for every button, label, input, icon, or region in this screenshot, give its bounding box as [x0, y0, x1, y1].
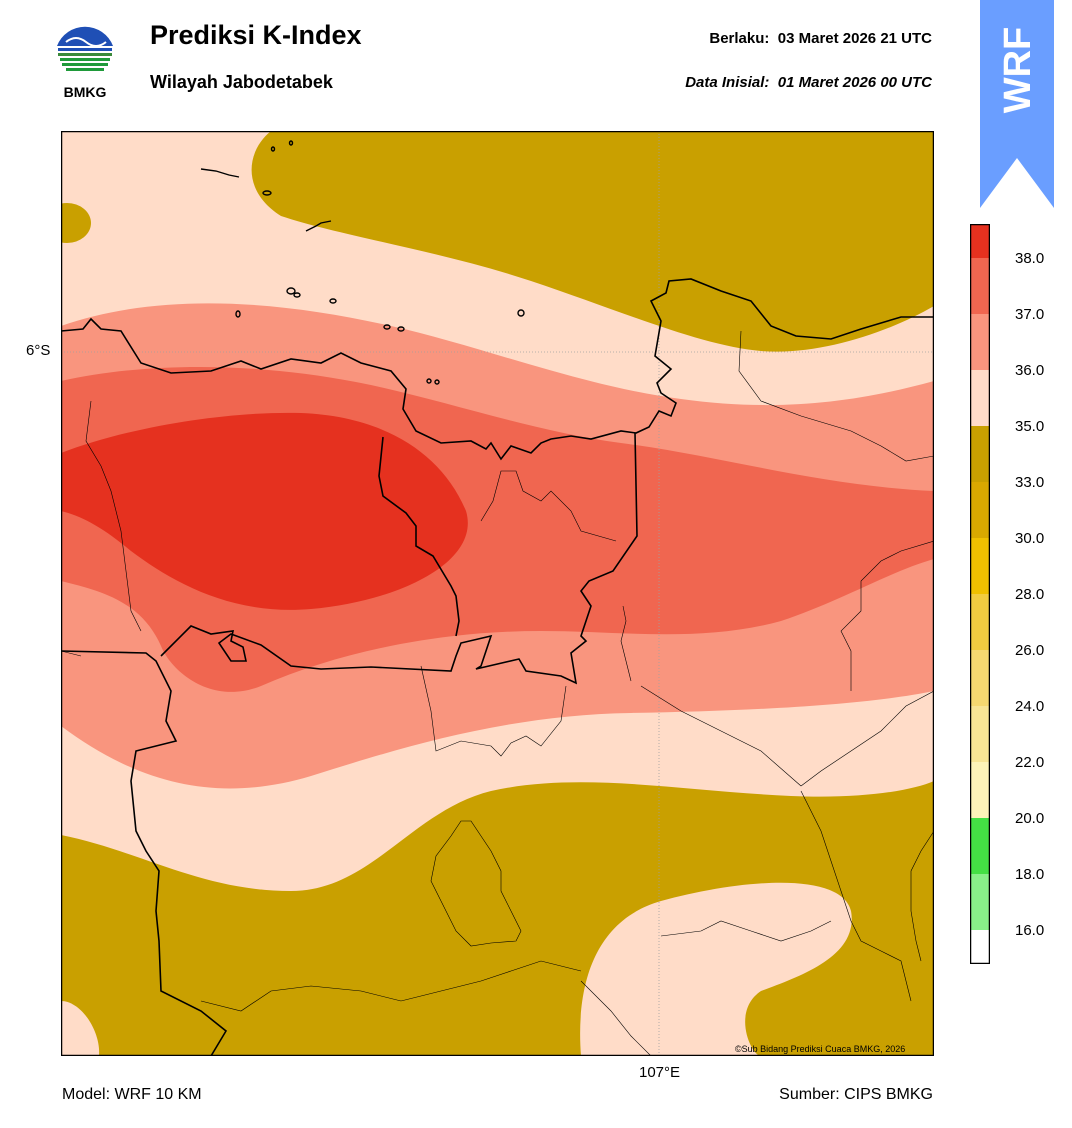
- logo-text: BMKG: [63, 84, 107, 100]
- district-boundaries: [61, 330, 934, 1056]
- colorbar-tick: 16.0: [1015, 922, 1045, 939]
- colorbar-tick: 37.0: [1015, 306, 1045, 323]
- init-value: 01 Maret 2026 00 UTC: [777, 74, 932, 91]
- province-boundary-west: [61, 650, 228, 1056]
- valid-value: 03 Maret 2026 21 UTC: [777, 30, 932, 47]
- islands: [200, 140, 525, 385]
- colorbar-18-20: [970, 818, 990, 874]
- k-zone-north-sea: [251, 131, 934, 352]
- init-time: Data Inisial: 01 Maret 2026 00 UTC: [685, 74, 932, 91]
- k-zone-38-plus: [61, 412, 468, 610]
- colorbar-38-plus: [970, 224, 990, 258]
- colorbar-tick: 38.0: [1015, 250, 1045, 267]
- k-zone-south-pink-1: [580, 882, 852, 1056]
- colorbar-22-24: [970, 706, 990, 762]
- wrf-badge: [980, 0, 1054, 208]
- colorbar-tick: 35.0: [1015, 418, 1045, 435]
- colorbar-tick: 18.0: [1015, 866, 1045, 883]
- colorbar-tick: 28.0: [1015, 586, 1045, 603]
- valid-time: Berlaku: 03 Maret 2026 21 UTC: [709, 30, 932, 47]
- colorbar-28-30: [970, 538, 990, 594]
- colorbar-16-18: [970, 874, 990, 930]
- colorbar-below-16: [970, 930, 990, 964]
- colorbar-36-37: [970, 314, 990, 370]
- map-title: Prediksi K-Index: [150, 20, 362, 50]
- longitude-label: 107°E: [639, 1064, 681, 1081]
- coastline: [61, 278, 934, 461]
- colorbar-tick: 20.0: [1015, 810, 1045, 827]
- colorbar-tick: 30.0: [1015, 530, 1045, 547]
- colorbar-tick: 36.0: [1015, 362, 1045, 379]
- colorbar-tick: 22.0: [1015, 754, 1045, 771]
- k-index-map: [61, 131, 934, 1056]
- k-zone-nw-blob: [61, 203, 91, 243]
- map-credit: ©Sub Bidang Prediksi Cuaca BMKG, 2026: [735, 1044, 906, 1054]
- colorbar-20-22: [970, 762, 990, 818]
- k-index-colorbar: [970, 224, 990, 964]
- colorbar-24-26: [970, 650, 990, 706]
- latitude-label: 6°S: [26, 342, 51, 359]
- colorbar-tick: 33.0: [1015, 474, 1045, 491]
- k-zone-south-pink-2: [61, 1001, 100, 1056]
- colorbar-tick: 26.0: [1015, 642, 1045, 659]
- svg-text:WRF: WRF: [997, 27, 1039, 114]
- colorbar-tick: 24.0: [1015, 698, 1045, 715]
- wrf-badge-text: WRF: [997, 27, 1039, 114]
- map-subtitle: Wilayah Jabodetabek: [150, 72, 333, 92]
- init-label: Data Inisial:: [685, 74, 770, 91]
- colorbar-26-28: [970, 594, 990, 650]
- model-info: Model: WRF 10 KM: [62, 1086, 202, 1103]
- colorbar-37-38: [970, 258, 990, 314]
- province-boundary-jakarta: [160, 432, 638, 685]
- colorbar-35-36: [970, 370, 990, 426]
- province-boundary-central: [378, 436, 460, 637]
- colorbar-30-33: [970, 482, 990, 538]
- valid-label: Berlaku:: [709, 30, 770, 47]
- colorbar-33-35: [970, 426, 990, 482]
- bmkg-logo-icon: [55, 22, 115, 82]
- source-info: Sumber: CIPS BMKG: [779, 1086, 933, 1103]
